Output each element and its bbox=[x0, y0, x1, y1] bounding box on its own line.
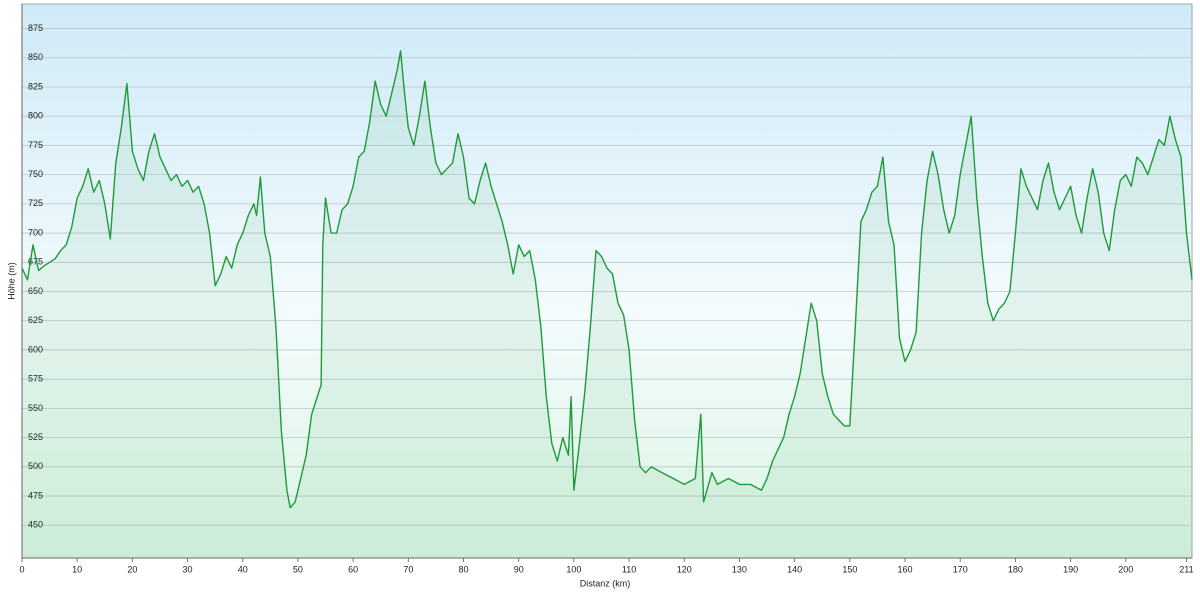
y-tick-label: 675 bbox=[28, 257, 43, 267]
y-tick-label: 700 bbox=[28, 227, 43, 237]
x-tick-label: 160 bbox=[898, 564, 913, 574]
y-tick-label: 625 bbox=[28, 315, 43, 325]
x-tick-label: 70 bbox=[403, 564, 413, 574]
x-tick-label: 190 bbox=[1063, 564, 1078, 574]
y-tick-label: 800 bbox=[28, 111, 43, 121]
x-tick-label: 211 bbox=[1179, 564, 1193, 574]
y-tick-label: 875 bbox=[28, 23, 43, 33]
elevation-line bbox=[21, 50, 1193, 509]
y-tick-label: 575 bbox=[28, 374, 43, 384]
y-tick-label: 775 bbox=[28, 140, 43, 150]
x-tick-label: 20 bbox=[127, 564, 137, 574]
x-tick-label: 170 bbox=[953, 564, 968, 574]
x-tick-label: 200 bbox=[1118, 564, 1133, 574]
y-tick-label: 500 bbox=[28, 461, 43, 471]
y-tick-label: 825 bbox=[28, 81, 43, 91]
y-tick-label: 725 bbox=[28, 198, 43, 208]
x-tick-label: 180 bbox=[1008, 564, 1023, 574]
y-tick-label: 750 bbox=[28, 169, 43, 179]
y-tick-label: 600 bbox=[28, 344, 43, 354]
y-tick-label: 450 bbox=[28, 520, 43, 530]
x-tick-label: 110 bbox=[622, 564, 636, 574]
x-tick-label: 120 bbox=[677, 564, 692, 574]
x-tick-label: 30 bbox=[183, 564, 193, 574]
x-axis-title: Distanz (km) bbox=[580, 578, 631, 588]
x-tick-label: 80 bbox=[459, 564, 469, 574]
y-tick-label: 550 bbox=[28, 403, 43, 413]
x-tick-label: 60 bbox=[348, 564, 358, 574]
x-tick-label: 140 bbox=[787, 564, 802, 574]
x-tick-label: 90 bbox=[514, 564, 524, 574]
x-tick-label: 0 bbox=[19, 564, 24, 574]
y-tick-label: 650 bbox=[28, 286, 43, 296]
x-tick-label: 10 bbox=[72, 564, 82, 574]
y-tick-label: 525 bbox=[28, 432, 43, 442]
x-tick-label: 40 bbox=[238, 564, 248, 574]
x-tick-label: 50 bbox=[293, 564, 303, 574]
x-tick-label: 150 bbox=[842, 564, 857, 574]
y-tick-label: 475 bbox=[28, 490, 43, 500]
y-axis-title: Höhe (m) bbox=[6, 262, 16, 300]
x-tick-label: 130 bbox=[732, 564, 747, 574]
x-tick-label: 100 bbox=[566, 564, 581, 574]
elevation-area bbox=[22, 50, 1192, 559]
y-tick-label: 850 bbox=[28, 52, 43, 62]
